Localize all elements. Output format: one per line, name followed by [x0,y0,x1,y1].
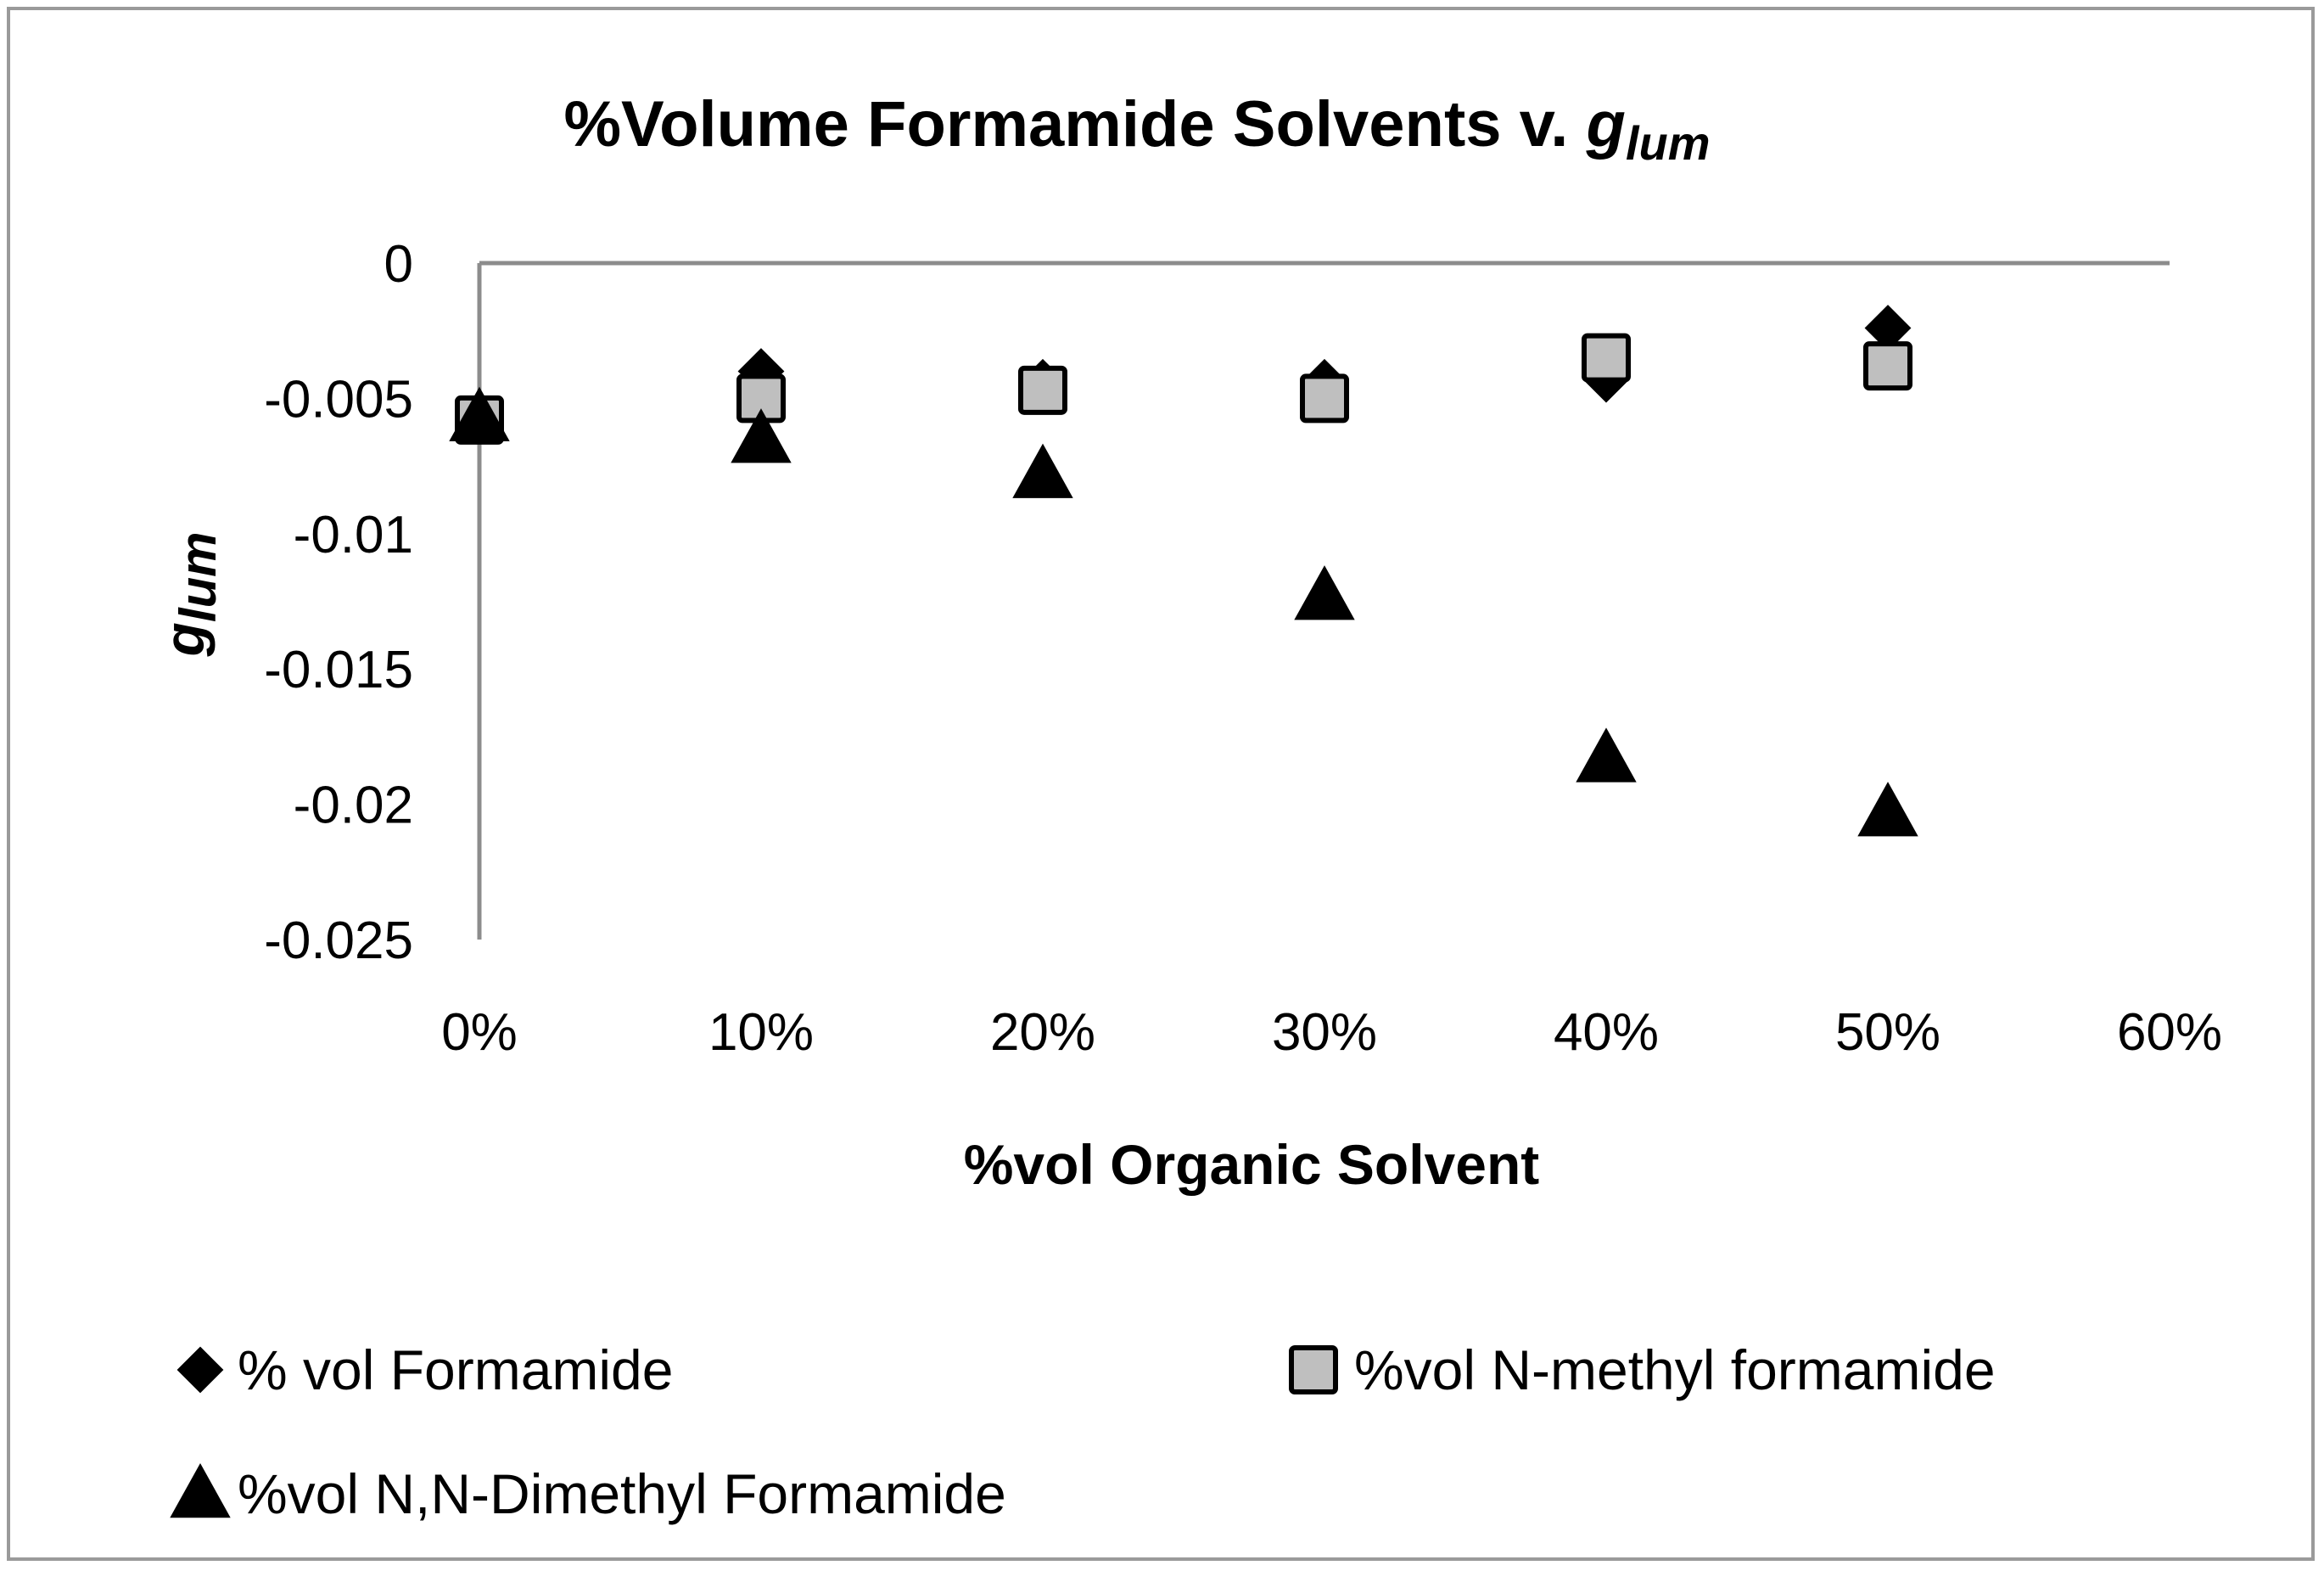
legend-square-icon [1289,1345,1338,1394]
chart-title-subscript: lum [1626,116,1711,170]
legend-item: % vol Formamide [176,1338,673,1401]
x-axis-title: %vol Organic Solvent [964,1133,1540,1196]
y-tick-label: -0.01 [294,506,413,564]
axes [477,261,2170,940]
series-square [455,333,1912,445]
triangle-point [449,386,510,441]
legend-label: % vol Formamide [238,1338,673,1401]
legend-triangle-icon [170,1462,231,1518]
x-tick-labels: 0% 10% 20% 30% 40% 50% 60% [441,1003,2222,1062]
legend: % vol Formamide %vol N-methyl formamide %v… [170,1338,1996,1525]
legend-diamond-icon [176,1346,224,1394]
y-tick-label: -0.005 [264,370,413,429]
legend-item: %vol N-methyl formamide [1289,1338,1996,1401]
triangle-point [731,408,792,463]
chart-title-italic: g [1586,88,1626,160]
y-tick-label: -0.025 [264,912,413,970]
chart-frame [7,7,2315,1561]
series-diamond [456,305,1912,444]
y-tick-label: -0.02 [294,777,413,835]
x-tick-label: 50% [1835,1003,1940,1062]
legend-label: %vol N-methyl formamide [1354,1338,1996,1401]
x-tick-label: 30% [1272,1003,1377,1062]
x-tick-label: 10% [708,1003,814,1062]
y-tick-label: 0 [384,235,413,294]
x-tick-label: 20% [990,1003,1095,1062]
svg-text:glum: glum [153,532,227,658]
legend-label: %vol N,N-Dimethyl Formamide [238,1462,1006,1525]
data-points [449,305,1918,837]
series-triangle [449,386,1918,837]
triangle-point [1576,727,1637,783]
y-axis-title-subscript: lum [170,532,227,623]
chart-title: %Volume Formamide Solvents v. glum [563,88,1710,170]
y-tick-label: -0.015 [264,641,413,699]
chart-title-main: %Volume Formamide Solvents v. [563,88,1586,160]
square-point [1300,373,1349,424]
x-tick-label: 60% [2117,1003,2222,1062]
square-point [1863,341,1912,391]
square-point [1582,333,1631,383]
y-tick-labels: 0 -0.005 -0.01 -0.015 -0.02 -0.025 [264,235,413,970]
x-tick-label: 40% [1554,1003,1659,1062]
triangle-point [1294,565,1355,620]
y-axis-title-main: g [153,622,216,657]
triangle-point [1857,782,1918,837]
y-axis-title: glum [153,532,227,658]
legend-item: %vol N,N-Dimethyl Formamide [170,1462,1006,1525]
triangle-point [1012,443,1073,498]
x-tick-label: 0% [441,1003,518,1062]
square-point [1018,365,1067,415]
